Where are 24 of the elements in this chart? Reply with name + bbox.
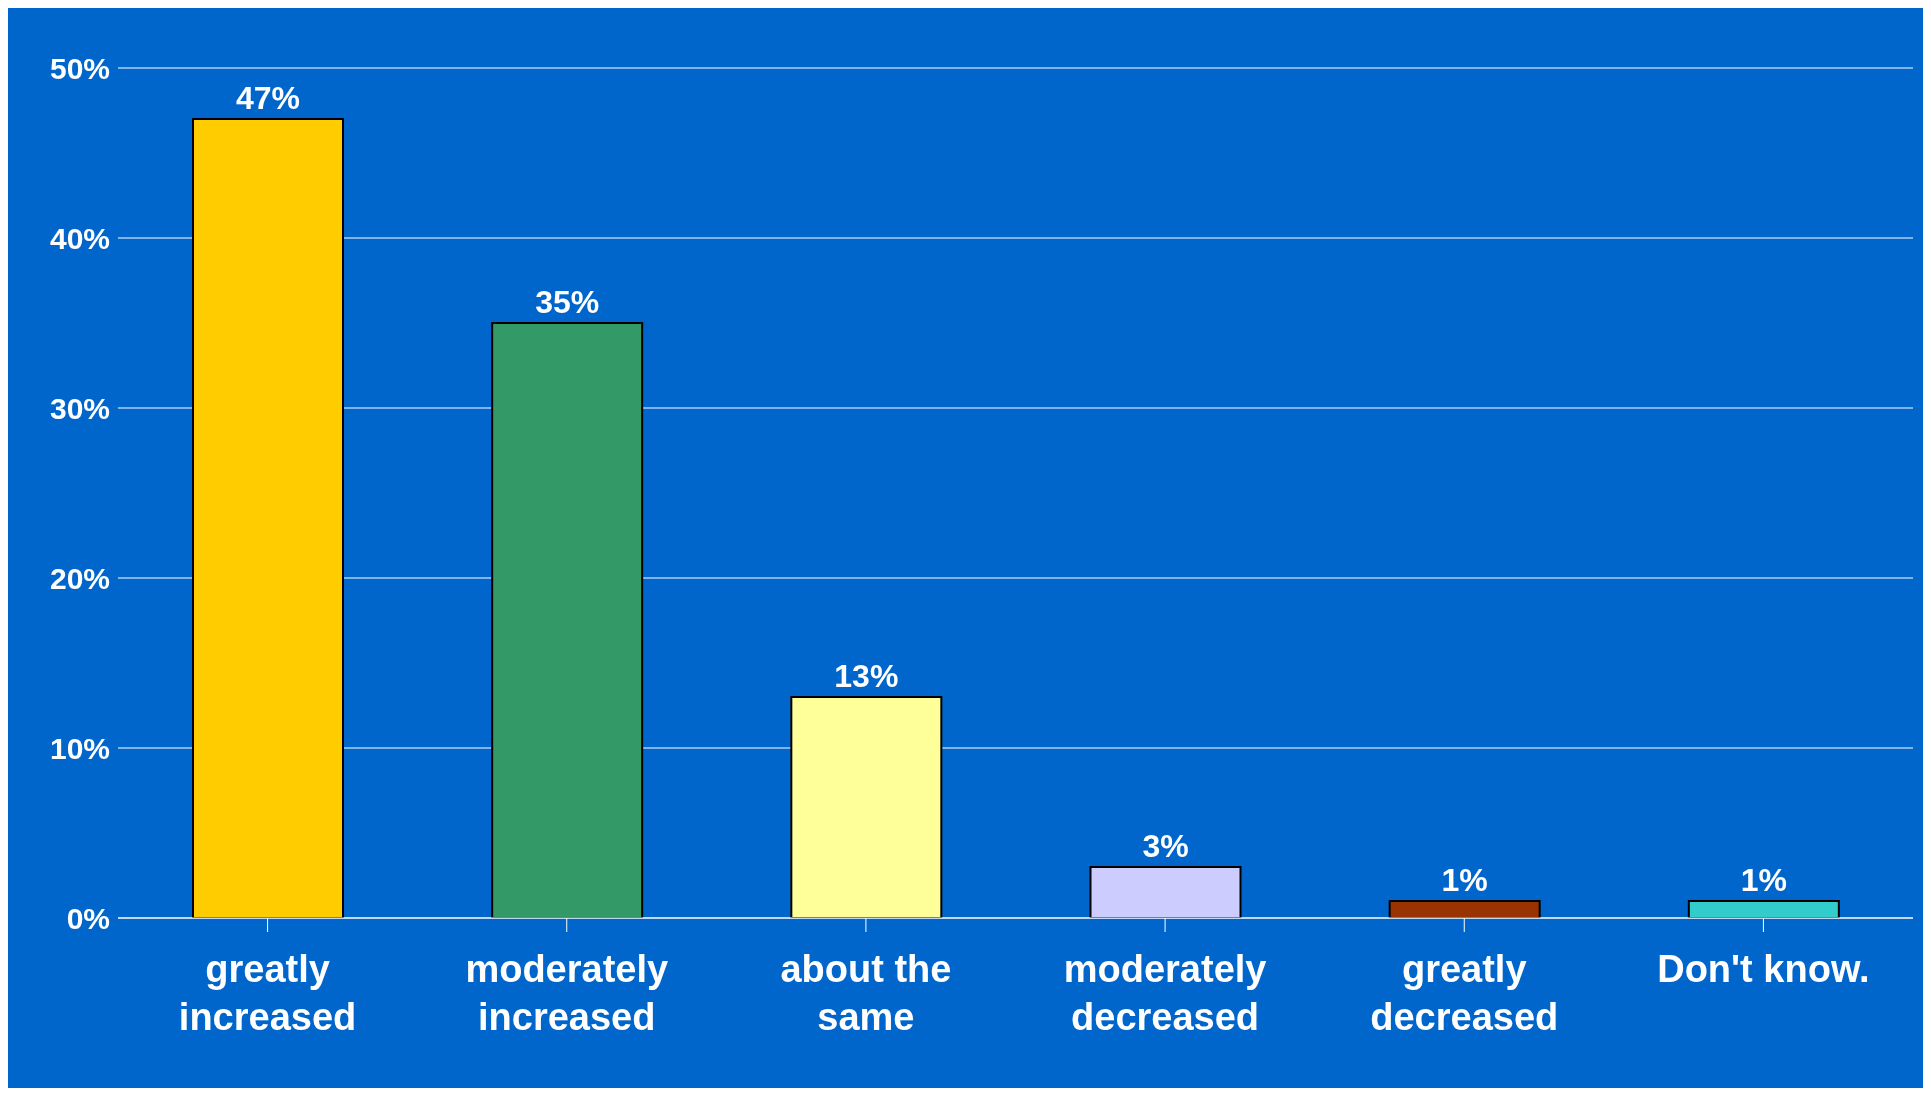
data-label: 35%: [535, 284, 600, 320]
bar: [491, 322, 644, 918]
y-tick-label: 40%: [49, 221, 110, 255]
bar: [1089, 866, 1242, 918]
bar: [790, 696, 943, 918]
x-tick-label: about the same: [780, 948, 952, 1038]
bar: [1388, 900, 1541, 918]
data-label: 47%: [235, 80, 301, 116]
x-tick-label: moderately increased: [465, 948, 669, 1038]
y-tick-label: 0%: [66, 901, 110, 935]
y-tick-label: 20%: [49, 561, 110, 595]
data-label: 13%: [834, 658, 899, 694]
bar: [192, 118, 344, 918]
y-tick-label: 30%: [49, 391, 110, 425]
x-tick-label: Don't know.: [1657, 948, 1870, 990]
data-label: 1%: [1740, 862, 1787, 898]
x-tick-label: moderately decreased: [1063, 948, 1267, 1038]
x-tick-label: greatly increased: [178, 948, 357, 1038]
bar: [1687, 900, 1840, 918]
y-tick-label: 10%: [49, 731, 110, 765]
data-label: 1%: [1441, 862, 1488, 898]
y-tick-label: 50%: [49, 51, 110, 85]
x-tick-label: greatly decreased: [1370, 948, 1559, 1038]
data-label: 3%: [1142, 828, 1189, 864]
